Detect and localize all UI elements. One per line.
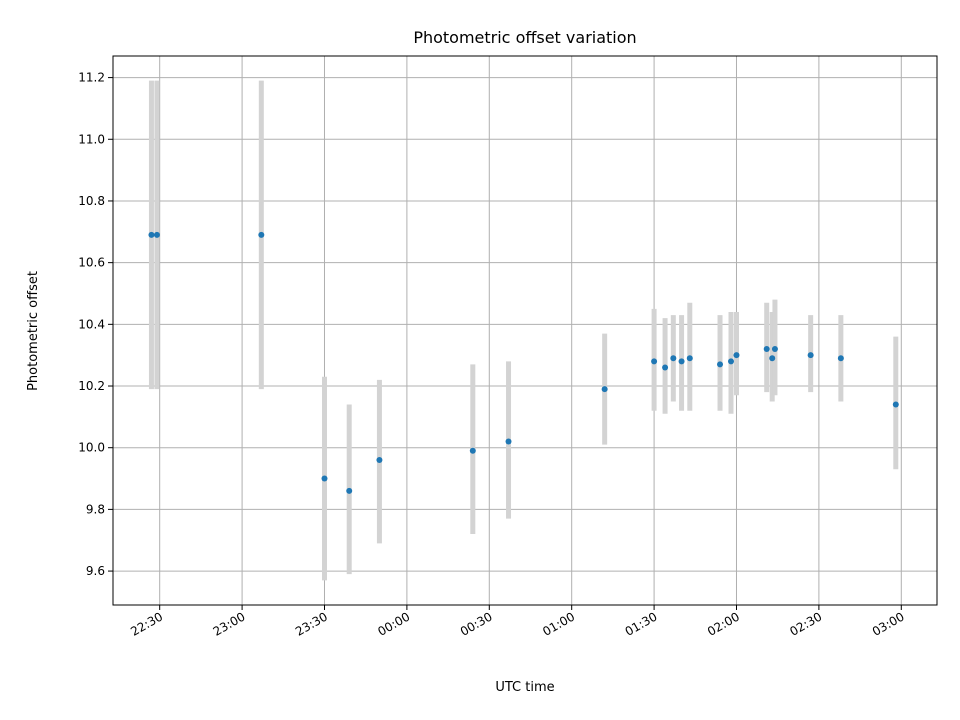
data-point [321, 475, 328, 482]
data-point [837, 355, 844, 362]
y-tick-label: 10.6 [78, 256, 105, 270]
plot-frame [112, 55, 938, 606]
y-tick-label: 9.6 [86, 564, 105, 578]
y-axis-label: Photometric offset [26, 271, 41, 391]
data-point [892, 401, 899, 408]
data-point [651, 358, 658, 365]
data-point [670, 355, 677, 362]
data-point [376, 457, 383, 464]
data-point [733, 352, 740, 359]
chart-title: Photometric offset variation [413, 28, 636, 47]
data-point [769, 355, 776, 362]
data-point [686, 355, 693, 362]
data-point [807, 352, 814, 359]
grid-lines [113, 56, 937, 605]
y-tick-label: 9.8 [86, 502, 105, 516]
data-markers [148, 231, 899, 494]
y-tick-label: 10.0 [78, 441, 105, 455]
x-axis-label: UTC time [495, 680, 554, 695]
y-tick-label: 10.2 [78, 379, 105, 393]
data-point [258, 231, 265, 238]
y-tick-label: 11.0 [78, 132, 105, 146]
y-tick-label: 10.8 [78, 194, 105, 208]
data-point [505, 438, 512, 445]
y-tick-label: 10.4 [78, 317, 105, 331]
data-point [771, 346, 778, 353]
data-point [148, 231, 155, 238]
data-point [728, 358, 734, 365]
data-point [678, 358, 685, 365]
data-point [763, 346, 770, 353]
data-point [662, 364, 669, 371]
data-point [469, 447, 476, 454]
data-point [346, 487, 353, 494]
data-point [717, 361, 724, 368]
data-point [601, 386, 608, 393]
data-point [153, 231, 160, 238]
y-tick-label: 11.2 [78, 71, 105, 85]
